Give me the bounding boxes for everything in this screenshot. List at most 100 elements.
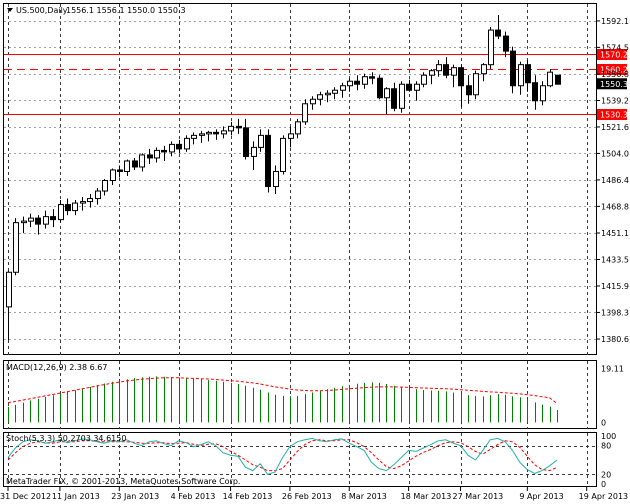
price-tick-label: 1398.3 xyxy=(601,308,629,317)
candle-bear xyxy=(213,131,219,135)
candle-bull xyxy=(28,217,34,222)
candle-bear xyxy=(161,149,167,153)
candle-bull xyxy=(43,216,49,225)
candle-bull xyxy=(473,73,479,96)
macd-tick-label: 0 xyxy=(601,418,606,427)
candle-bull xyxy=(421,74,427,85)
candle-bull xyxy=(540,85,546,102)
candle-bull xyxy=(317,94,323,100)
macd-axis: 19.11 0 xyxy=(601,365,624,428)
candle-bull xyxy=(384,88,390,99)
candle-bull xyxy=(258,134,264,148)
candle-bear xyxy=(443,64,449,76)
candle-bull xyxy=(429,70,435,76)
candle-bull xyxy=(206,131,212,135)
candle-bull xyxy=(347,80,353,87)
stoch-grid xyxy=(4,433,596,487)
price-tick-label: 1415.9 xyxy=(601,282,629,291)
candle-bull xyxy=(21,220,27,224)
time-tick-label: 19 Apr 2013 xyxy=(579,492,628,501)
stoch-pane-frame xyxy=(3,432,597,487)
candle-bull xyxy=(288,133,294,139)
candle-bear xyxy=(495,29,501,37)
candle-bull xyxy=(72,202,78,212)
candle-bear xyxy=(369,76,375,79)
time-tick-label: 9 Apr 2013 xyxy=(519,492,563,501)
level-label-bg xyxy=(597,64,627,75)
candle-bull xyxy=(184,137,190,150)
time-tick-label: 4 Feb 2013 xyxy=(171,492,216,501)
candle-bear xyxy=(35,217,41,225)
price-pane-frame xyxy=(3,3,597,355)
candle-bull xyxy=(169,143,175,153)
current-price-label: 1550.3 xyxy=(600,80,628,89)
price-tick-label: 1592.1 xyxy=(601,17,629,26)
candle-bear xyxy=(132,160,138,168)
candle-bull xyxy=(451,67,457,76)
candle-bull xyxy=(251,146,257,157)
macd-label: MACD(12,26,9) 2.38 6.67 xyxy=(6,363,107,372)
current-price-bg xyxy=(597,78,627,90)
ohlc-label: 1556.1 1556.1 1550.0 1550.3 xyxy=(66,6,186,15)
price-tick-label: 1433.5 xyxy=(601,255,629,264)
candle-bull xyxy=(87,198,93,203)
candle-bull xyxy=(139,154,145,168)
level-lines[interactable]: 1570.2 1560.2 1530.3 1550.3 xyxy=(4,49,628,120)
candle-bull xyxy=(414,83,420,91)
copyright-label: MetaTrader FIX, © 2001-2013, MetaQuotes … xyxy=(6,477,240,486)
candle-bull xyxy=(332,89,338,94)
level-label-bg xyxy=(597,109,627,120)
candle-bull xyxy=(436,64,442,72)
candle-bear xyxy=(510,50,516,87)
candle-bull xyxy=(199,133,205,136)
price-tick-label: 1539.2 xyxy=(601,96,629,105)
collapse-arrow-icon[interactable] xyxy=(7,8,13,12)
stoch-signal-line xyxy=(7,439,558,472)
candle-bull xyxy=(110,169,116,182)
candle-bull xyxy=(95,190,101,200)
stoch-label: Stoch(5,3,3) 50.2703 34.6150 xyxy=(6,434,126,443)
macd-pane[interactable]: 19.11 0 MACD(12,26,9) 2.38 6.67 xyxy=(3,360,624,430)
candle-bear xyxy=(117,169,123,172)
level-label: 1560.2 xyxy=(600,66,628,75)
candle-bear xyxy=(391,88,397,109)
candle-bull xyxy=(228,125,234,132)
candle-bull xyxy=(399,83,405,109)
candle-bull xyxy=(124,160,130,172)
candle-bear xyxy=(503,35,509,52)
candle-bull xyxy=(6,271,12,308)
stoch-tick-label: 0 xyxy=(601,480,606,489)
candle-bull xyxy=(58,204,64,221)
candle-bull xyxy=(221,130,227,135)
candle-bull xyxy=(518,64,524,87)
candle-bear xyxy=(458,67,464,87)
candle-bull xyxy=(13,222,19,273)
price-pane[interactable]: 1570.2 1560.2 1530.3 1550.3 1592.1 1574.5 155… xyxy=(3,3,630,356)
time-tick-label: 27 Mar 2013 xyxy=(453,492,504,501)
time-tick-label: 14 Feb 2013 xyxy=(223,492,273,501)
time-axis: 31 Dec 2012 11 Jan 2013 23 Jan 2013 4 Feb 2… xyxy=(0,487,628,501)
macd-histogram xyxy=(8,376,558,423)
candle-bull xyxy=(295,121,301,135)
candles xyxy=(6,15,561,340)
candle-bear xyxy=(555,74,561,85)
time-tick-label: 26 Feb 2013 xyxy=(282,492,332,501)
price-grid xyxy=(4,4,596,355)
candle-bear xyxy=(236,125,242,129)
candle-bear xyxy=(50,216,56,221)
price-tick-label: 1504.0 xyxy=(601,149,629,158)
candle-bull xyxy=(547,71,553,87)
candle-bull xyxy=(325,92,331,96)
stoch-tick-label: 20 xyxy=(601,470,611,479)
candle-bull xyxy=(481,64,487,75)
candle-bull xyxy=(302,103,308,123)
macd-tick-label: 19.11 xyxy=(601,365,624,374)
candle-bull xyxy=(488,29,494,66)
candle-bull xyxy=(273,170,279,188)
candle-bull xyxy=(362,76,368,85)
price-tick-label: 1574.5 xyxy=(601,43,629,52)
candle-bull xyxy=(340,85,346,91)
candle-bear xyxy=(466,85,472,96)
